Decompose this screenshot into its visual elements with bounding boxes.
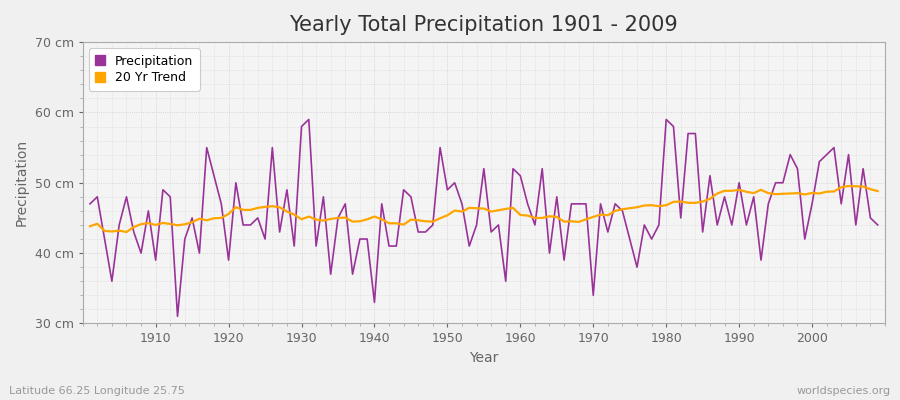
Y-axis label: Precipitation: Precipitation <box>15 139 29 226</box>
X-axis label: Year: Year <box>469 351 499 365</box>
Title: Yearly Total Precipitation 1901 - 2009: Yearly Total Precipitation 1901 - 2009 <box>290 15 679 35</box>
Legend: Precipitation, 20 Yr Trend: Precipitation, 20 Yr Trend <box>89 48 200 91</box>
Text: worldspecies.org: worldspecies.org <box>796 386 891 396</box>
Text: Latitude 66.25 Longitude 25.75: Latitude 66.25 Longitude 25.75 <box>9 386 184 396</box>
